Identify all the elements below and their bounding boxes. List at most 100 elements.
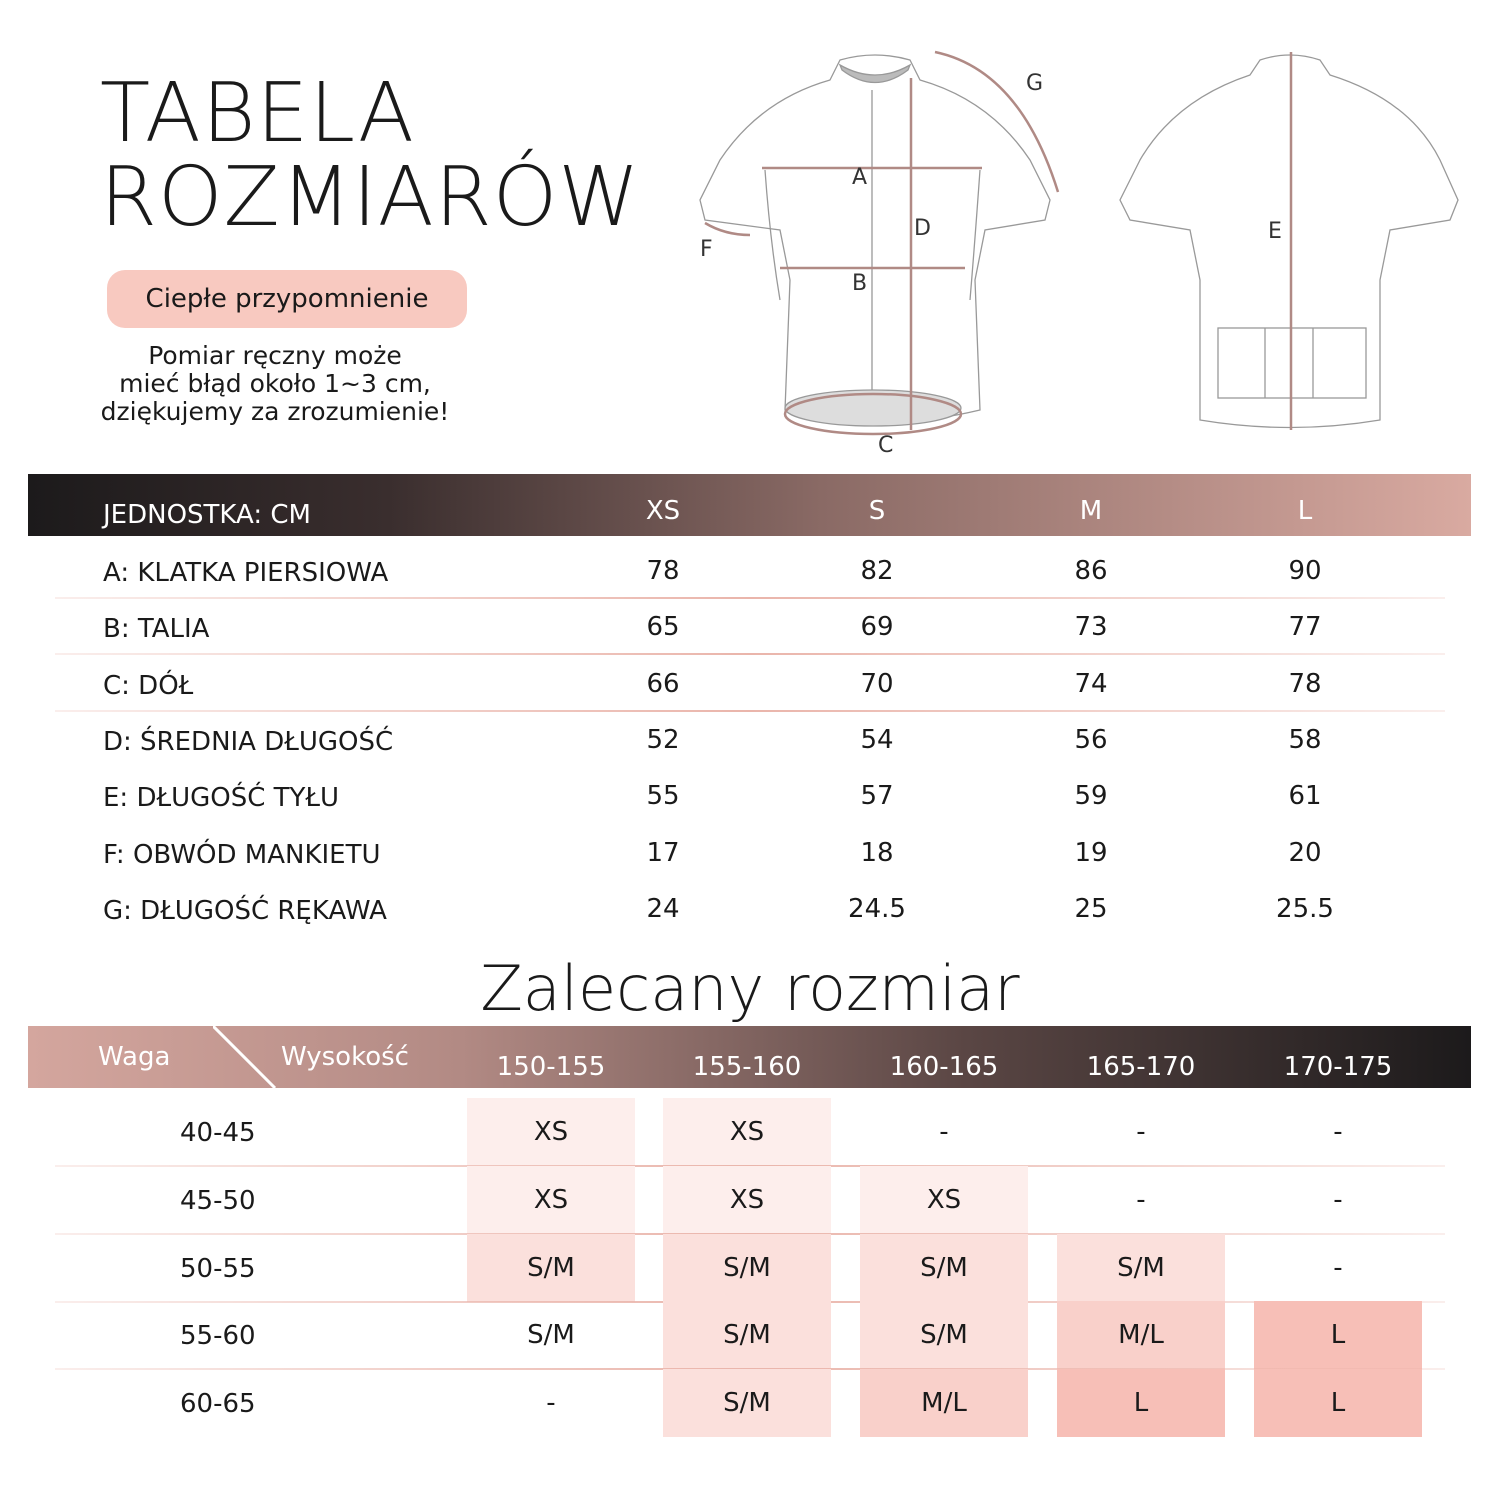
measurement-value: 78 <box>1288 668 1322 699</box>
recommend-row: XS XS XS - - 45-50 <box>0 1165 1500 1235</box>
measurement-value: 74 <box>1074 668 1108 699</box>
jersey-diagram: A B C D E F G <box>699 50 1459 458</box>
measure-line-f <box>704 221 751 237</box>
size-header: S <box>868 496 886 526</box>
label-a: A <box>852 165 867 190</box>
recommended-size-cell: M/L <box>860 1369 1028 1438</box>
title-line-1: TABELA <box>100 66 415 161</box>
recommended-size-cell: - <box>1136 1184 1146 1215</box>
weight-range-label: 60-65 <box>180 1389 256 1420</box>
label-f: F <box>700 237 713 262</box>
recommend-row: S/M S/M S/M S/M - 50-55 <box>0 1233 1500 1303</box>
weight-range-label: 50-55 <box>180 1253 256 1284</box>
recommend-row: - S/M M/L L L 60-65 <box>0 1369 1500 1438</box>
size-table-row: C: DÓŁ 66 70 74 78 <box>0 653 1500 712</box>
size-table-row: E: DŁUGOŚĆ TYŁU 55 57 59 61 <box>0 765 1500 821</box>
reminder-badge: Ciepłe przypomnienie <box>107 270 467 328</box>
size-header: XS <box>645 496 681 526</box>
measurement-value: 58 <box>1288 724 1322 755</box>
measurement-label: B: TALIA <box>103 614 210 645</box>
recommended-size-cell: L <box>1254 1301 1422 1370</box>
measurement-label: G: DŁUGOŚĆ RĘKAWA <box>103 895 387 926</box>
measurement-note: Pomiar ręczny może mieć błąd około 1~3 c… <box>60 342 490 426</box>
recommend-table-header: Waga Wysokość 150-155 155-160 160-165 16… <box>28 1026 1471 1088</box>
recommend-title: Zalecany rozmiar <box>480 952 1020 1025</box>
measurement-value: 52 <box>646 724 680 755</box>
recommended-size-cell: L <box>1057 1369 1225 1438</box>
measurement-value: 55 <box>646 781 680 812</box>
measurement-value: 66 <box>646 668 680 699</box>
row-divider <box>55 709 1445 712</box>
size-table-row: G: DŁUGOŚĆ RĘKAWA 24 24.5 25 25.5 <box>0 878 1500 934</box>
measurement-value: 57 <box>860 781 894 812</box>
measurement-value: 82 <box>860 556 894 586</box>
size-table-row: A: KLATKA PIERSIOWA 78 82 86 90 <box>0 540 1500 599</box>
weight-range-label: 45-50 <box>180 1185 256 1216</box>
height-header: 155-160 <box>692 1052 802 1082</box>
measurement-value: 77 <box>1288 612 1322 643</box>
measurement-label: F: OBWÓD MANKIETU <box>103 839 381 870</box>
recommended-size-cell: S/M <box>1057 1233 1225 1302</box>
weight-range-label: 55-60 <box>180 1321 256 1352</box>
measurement-label: D: ŚREDNIA DŁUGOŚĆ <box>103 726 394 757</box>
measurement-value: 78 <box>646 556 680 586</box>
measurement-value: 86 <box>1074 556 1108 586</box>
recommended-size-cell: S/M <box>663 1301 831 1370</box>
recommended-size-cell: - <box>1333 1252 1343 1283</box>
title-line-2: ROZMIARÓW <box>100 150 641 245</box>
label-b: B <box>852 271 867 296</box>
measurement-value: 18 <box>860 837 894 868</box>
measurement-label: E: DŁUGOŚĆ TYŁU <box>103 783 340 814</box>
recommended-size-cell: - <box>1333 1184 1343 1215</box>
measurement-value: 59 <box>1074 781 1108 812</box>
measurement-label: C: DÓŁ <box>103 670 194 701</box>
measurement-value: 24 <box>646 893 680 924</box>
recommended-size-cell: XS <box>860 1165 1028 1234</box>
recommended-size-cell: XS <box>663 1098 831 1166</box>
recommended-size-cell: S/M <box>527 1320 575 1351</box>
note-line: dziękujemy za zrozumienie! <box>100 397 450 426</box>
measurement-label: A: KLATKA PIERSIOWA <box>103 558 389 588</box>
height-header: 160-165 <box>889 1052 999 1082</box>
recommended-size-cell: S/M <box>663 1233 831 1302</box>
row-divider <box>55 653 1445 656</box>
note-line: mieć błąd około 1~3 cm, <box>119 369 431 398</box>
measurement-value: 54 <box>860 724 894 755</box>
measurement-value: 61 <box>1288 781 1322 812</box>
recommended-size-cell: - <box>939 1117 949 1147</box>
recommended-size-cell: S/M <box>663 1369 831 1438</box>
recommended-size-cell: M/L <box>1057 1301 1225 1370</box>
measurement-value: 69 <box>860 612 894 643</box>
recommended-size-cell: S/M <box>860 1233 1028 1302</box>
measurement-value: 65 <box>646 612 680 643</box>
measurement-value: 56 <box>1074 724 1108 755</box>
unit-label: JEDNOSTKA: CM <box>103 500 311 530</box>
weight-range-label: 40-45 <box>180 1118 256 1148</box>
measurement-value: 70 <box>860 668 894 699</box>
measurement-value: 19 <box>1074 837 1108 868</box>
recommend-row: S/M S/M S/M M/L L 55-60 <box>0 1301 1500 1371</box>
measurement-value: 90 <box>1288 556 1322 586</box>
size-table-header: JEDNOSTKA: CM XS S M L <box>28 474 1471 536</box>
recommended-size-cell: S/M <box>860 1301 1028 1370</box>
size-table-row: F: OBWÓD MANKIETU 17 18 19 20 <box>0 822 1500 878</box>
recommended-size-cell: - <box>1136 1117 1146 1147</box>
recommended-size-cell: S/M <box>467 1233 635 1302</box>
page-title: TABELA ROZMIARÓW <box>100 72 640 240</box>
label-c: C <box>878 433 893 458</box>
measurement-value: 73 <box>1074 612 1108 643</box>
recommended-size-cell: - <box>546 1388 556 1419</box>
measure-line-g <box>934 50 1060 193</box>
jersey-front <box>699 54 1051 427</box>
recommended-size-cell: XS <box>467 1098 635 1166</box>
measurement-value: 25 <box>1074 893 1108 924</box>
measurement-value: 20 <box>1288 837 1322 868</box>
recommend-row: XS XS - - - 40-45 <box>0 1098 1500 1167</box>
measurement-value: 17 <box>646 837 680 868</box>
label-g: G <box>1026 71 1043 96</box>
size-table-row: D: ŚREDNIA DŁUGOŚĆ 52 54 56 58 <box>0 709 1500 765</box>
recommended-size-cell: XS <box>467 1165 635 1234</box>
jersey-back <box>1119 54 1459 429</box>
recommended-size-cell: L <box>1254 1369 1422 1438</box>
label-e: E <box>1268 219 1282 244</box>
